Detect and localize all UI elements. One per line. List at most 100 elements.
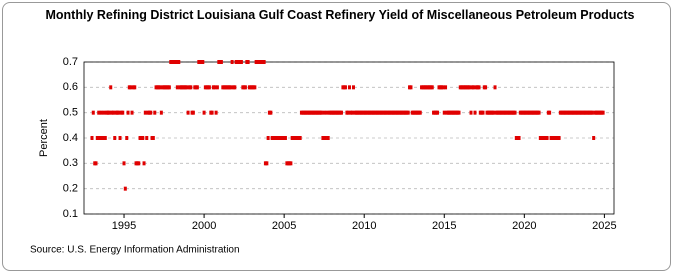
point [111, 110, 115, 115]
point [493, 85, 497, 90]
point [262, 60, 266, 64]
point [159, 110, 163, 115]
point [109, 85, 113, 90]
point [102, 110, 106, 115]
source: Source: U.S. Energy Information Administ… [30, 245, 240, 256]
point [253, 85, 257, 90]
point [298, 136, 302, 140]
y-axis-label: Percent [38, 119, 50, 157]
point [246, 60, 250, 64]
point [430, 85, 434, 90]
point [347, 85, 351, 90]
chart-title: Monthly Refining District Louisiana Gulf… [45, 8, 635, 22]
point [469, 110, 473, 115]
point [99, 110, 103, 115]
x-tick-label: 1995 [112, 220, 136, 232]
point [125, 136, 129, 140]
point [233, 85, 237, 90]
point [191, 110, 195, 115]
point [436, 110, 440, 115]
point [492, 110, 496, 115]
point [229, 85, 233, 90]
point [90, 136, 94, 140]
point [177, 60, 181, 64]
point [126, 110, 130, 115]
point [174, 60, 178, 64]
point [215, 85, 219, 90]
point [592, 136, 596, 140]
point [167, 85, 171, 90]
point [513, 110, 517, 115]
point [130, 110, 134, 115]
plot-border [83, 61, 615, 215]
y-tick-label: 0.7 [63, 56, 78, 68]
x-tick-label: 2025 [592, 220, 616, 232]
point [346, 110, 350, 115]
point [123, 186, 127, 191]
x-tick-label: 2010 [352, 220, 376, 232]
point [103, 136, 107, 140]
point [143, 110, 147, 115]
point [149, 110, 153, 115]
point [201, 60, 205, 64]
point [484, 85, 488, 90]
point [283, 136, 287, 140]
point [473, 110, 477, 115]
point [185, 85, 189, 90]
point [98, 136, 102, 140]
point [321, 136, 325, 140]
point [207, 85, 211, 90]
point [350, 110, 354, 115]
point [219, 60, 223, 64]
y-tick-label: 0.2 [63, 183, 78, 195]
point [319, 110, 323, 115]
point [441, 85, 445, 90]
point [97, 110, 101, 115]
point [107, 110, 111, 115]
point [545, 136, 549, 140]
point [175, 85, 179, 90]
point [457, 110, 461, 115]
x-tick-label: 2020 [512, 220, 536, 232]
point [265, 161, 269, 166]
y-tick-label: 0.4 [63, 132, 78, 144]
point [406, 110, 410, 115]
point [195, 85, 199, 90]
y-tick-label: 0.5 [63, 107, 78, 119]
point [289, 161, 293, 166]
point [214, 110, 218, 115]
x-tick-label: 2005 [272, 220, 296, 232]
point [122, 161, 126, 166]
point [322, 110, 326, 115]
point [548, 110, 552, 115]
point [142, 161, 146, 166]
point [189, 85, 193, 90]
point [409, 85, 413, 90]
point [145, 136, 149, 140]
point [133, 85, 137, 90]
point [129, 85, 133, 90]
point [239, 60, 243, 64]
point [243, 85, 247, 90]
point [444, 85, 448, 90]
point [517, 136, 521, 140]
point [418, 110, 422, 115]
point [468, 85, 472, 90]
point [557, 136, 561, 140]
point [213, 85, 217, 90]
point [91, 110, 95, 115]
point [210, 110, 214, 115]
y-tick-label: 0.3 [63, 157, 78, 169]
point [601, 110, 605, 115]
frame [2, 2, 671, 271]
point [137, 161, 141, 166]
point [590, 110, 594, 115]
point [326, 136, 330, 140]
point [158, 85, 162, 90]
point [537, 110, 541, 115]
point [202, 110, 206, 115]
point [153, 110, 157, 115]
point [442, 110, 446, 115]
point [266, 136, 270, 140]
